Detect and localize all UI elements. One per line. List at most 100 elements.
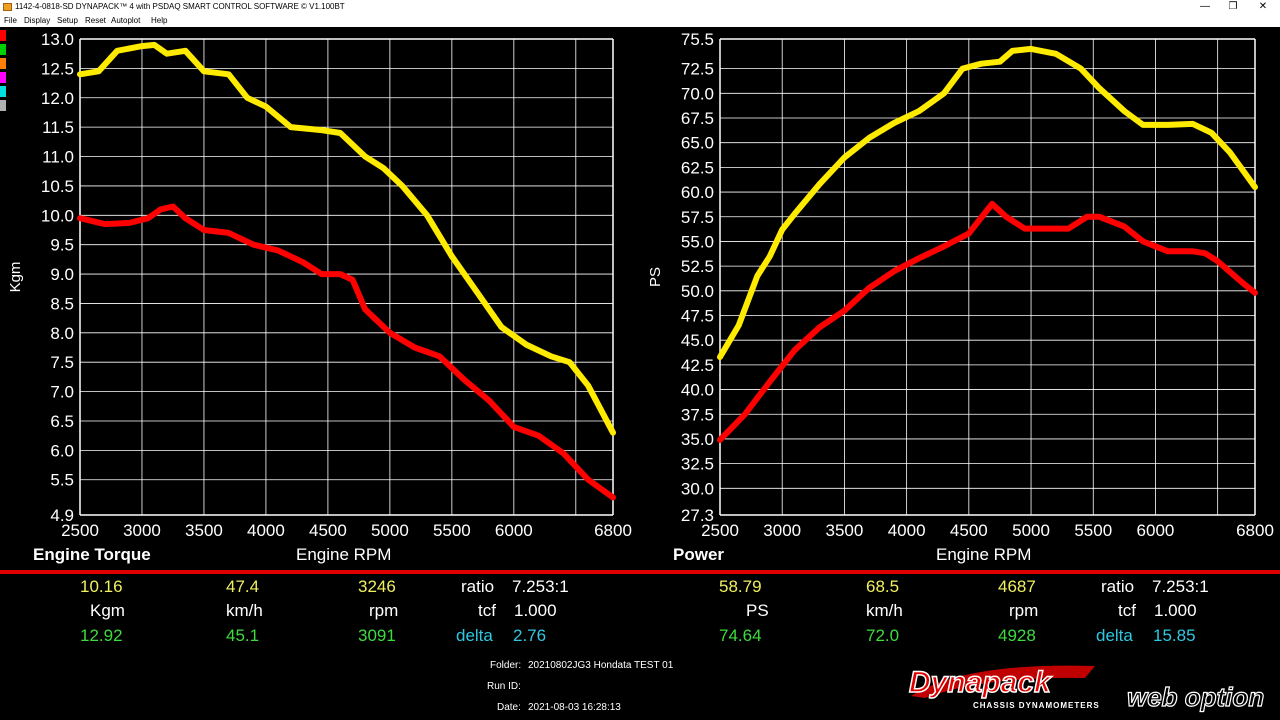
title-bar: 1142-4-0818-SD DYNAPACK™ 4 with PSDAQ SM… (0, 0, 1280, 14)
folder-value: 20210802JG3 Hondata TEST 01 (528, 660, 674, 671)
torque-ytick-label: 6.5 (50, 412, 74, 431)
menu-autoplot[interactable]: Autoplot (111, 16, 141, 25)
ratio-label: ratio (461, 577, 495, 596)
menu-file[interactable]: File (4, 16, 17, 25)
rpm-peak-value-right: 4928 (998, 626, 1036, 645)
power-ytick-label: 27.3 (681, 506, 714, 525)
power-ylabel: PS (647, 267, 664, 287)
tcf-value-right: 1.000 (1154, 601, 1197, 620)
dynapack-logo: Dynapack CHASSIS DYNAMOMETERS web option (905, 656, 1280, 720)
run-swatch-2[interactable] (0, 58, 6, 69)
run-swatch-3[interactable] (0, 72, 6, 83)
watermark-text: web option (1127, 682, 1264, 712)
torque-ytick-label: 10.0 (41, 206, 74, 225)
torque-xtick-label: 5000 (371, 521, 409, 540)
power-ytick-label: 40.0 (681, 381, 714, 400)
power-xtick-label: 4500 (950, 521, 988, 540)
minimize-button[interactable]: — (1200, 1, 1210, 12)
logo-subtitle-text: CHASSIS DYNAMOMETERS (973, 701, 1100, 710)
torque-ytick-label: 8.5 (50, 294, 74, 313)
torque-series-1 (77, 203, 616, 501)
torque-current-value: 10.16 (80, 577, 123, 596)
power-unit: PS (746, 601, 769, 620)
power-ytick-label: 50.0 (681, 282, 714, 301)
power-xlabel: Engine RPM (936, 545, 1032, 564)
torque-ytick-label: 10.5 (41, 177, 74, 196)
logo-swoosh (911, 665, 1095, 698)
power-ytick-label: 55.0 (681, 232, 714, 251)
delta-value-right: 15.85 (1153, 626, 1196, 645)
torque-ytick-label: 8.0 (50, 324, 74, 343)
rpm-current-value: 3246 (358, 577, 396, 596)
rpm-unit: rpm (369, 601, 399, 620)
speed-unit: km/h (226, 601, 263, 620)
power-xtick-label: 4000 (888, 521, 926, 540)
ratio-label-right: ratio (1101, 577, 1135, 596)
power-ytick-label: 67.5 (681, 109, 714, 128)
torque-xtick-label: 2500 (61, 521, 99, 540)
delta-value: 2.76 (513, 626, 547, 645)
run-swatch-4[interactable] (0, 86, 6, 97)
power-ytick-label: 70.0 (681, 84, 714, 103)
torque-ytick-label: 5.5 (50, 471, 74, 490)
folder-label: Folder: (490, 660, 522, 671)
power-ytick-label: 32.5 (681, 455, 714, 474)
run-swatch-5[interactable] (0, 100, 6, 111)
torque-xtick-label: 6000 (495, 521, 533, 540)
torque-ytick-label: 7.5 (50, 353, 74, 372)
torque-xtick-label: 6800 (594, 521, 632, 540)
power-current-value: 58.79 (719, 577, 762, 596)
app-icon (3, 3, 12, 11)
torque-xlabel: Engine RPM (296, 545, 392, 564)
delta-label-right: delta (1096, 626, 1133, 645)
power-xtick-label: 5500 (1074, 521, 1112, 540)
close-button[interactable]: ✕ (1258, 1, 1268, 12)
power-ytick-label: 62.5 (681, 158, 714, 177)
torque-ylabel: Kgm (7, 262, 24, 293)
divider-line (0, 570, 1280, 574)
power-chart: 75.5 72.5 70.0 67.5 65.0 62.5 60.0 57.5 55.0 52.5… (647, 30, 1274, 540)
torque-xtick-label: 3000 (123, 521, 161, 540)
date-label: Date: (497, 702, 521, 713)
power-xtick-label: 3000 (763, 521, 801, 540)
torque-series-0 (77, 41, 616, 436)
power-ytick-label: 35.0 (681, 430, 714, 449)
torque-ytick-label: 9.5 (50, 236, 74, 255)
run-id-label: Run ID: (487, 681, 521, 692)
charts-area: 13.0 12.5 12.0 11.5 11.0 10.5 10.0 9.5 9.0 8.5 8.0… (7, 30, 1274, 540)
date-value: 2021-08-03 16:28:13 (528, 702, 621, 713)
power-ytick-label: 75.5 (681, 30, 714, 49)
menu-reset[interactable]: Reset (85, 16, 106, 25)
power-ytick-label: 60.0 (681, 183, 714, 202)
ratio-value-right: 7.253:1 (1152, 577, 1209, 596)
power-series-0 (717, 45, 1258, 360)
run-swatch-1[interactable] (0, 44, 6, 55)
menu-help[interactable]: Help (151, 16, 168, 25)
torque-ytick-label: 12.0 (41, 89, 74, 108)
speed-current-value-right: 68.5 (866, 577, 900, 596)
torque-ytick-label: 11.5 (42, 118, 74, 137)
power-peak-value: 74.64 (719, 626, 762, 645)
power-ytick-label: 57.5 (681, 208, 714, 227)
torque-peak-value: 12.92 (80, 626, 123, 645)
run-swatch-0[interactable] (0, 30, 6, 41)
restore-button[interactable]: ❐ (1228, 1, 1238, 12)
menu-setup[interactable]: Setup (57, 16, 78, 25)
tcf-label-right: tcf (1118, 601, 1136, 620)
tcf-label: tcf (478, 601, 496, 620)
power-ytick-label: 65.0 (681, 134, 714, 153)
torque-xtick-label: 4500 (309, 521, 347, 540)
torque-xtick-label: 3500 (185, 521, 223, 540)
logo-graphic: Dynapack CHASSIS DYNAMOMETERS web option (908, 665, 1265, 712)
speed-peak-value: 45.1 (226, 626, 260, 645)
power-series-1 (717, 200, 1258, 443)
power-ytick-label: 47.5 (681, 307, 714, 326)
logo-brand-text: Dynapack (909, 666, 1052, 699)
power-xtick-label: 3500 (826, 521, 864, 540)
ratio-value: 7.253:1 (512, 577, 569, 596)
menu-display[interactable]: Display (24, 16, 51, 25)
power-ytick-label: 72.5 (681, 60, 714, 79)
run-swatches (0, 30, 8, 114)
speed-peak-value-right: 72.0 (866, 626, 900, 645)
